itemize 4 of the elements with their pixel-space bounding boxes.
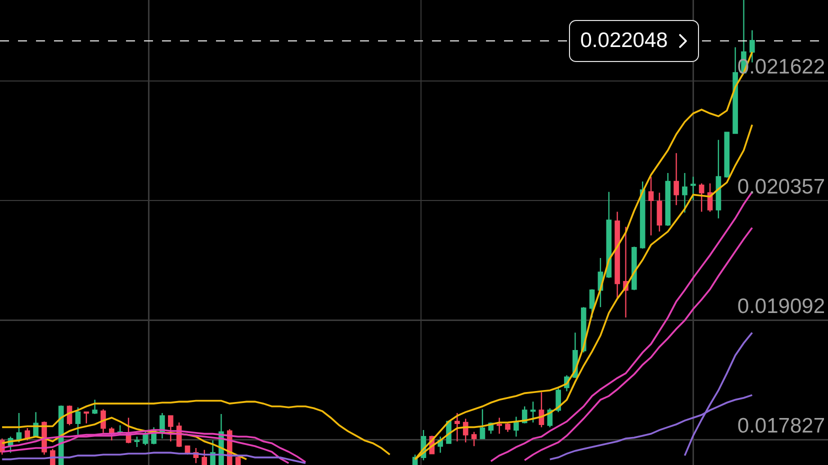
y-tick-label: 0.019092 [737,294,825,318]
y-tick-label: 0.020357 [737,175,825,198]
ref-line-label: 0.022048 [580,28,668,53]
y-tick-label: 0.017827 [737,414,825,438]
